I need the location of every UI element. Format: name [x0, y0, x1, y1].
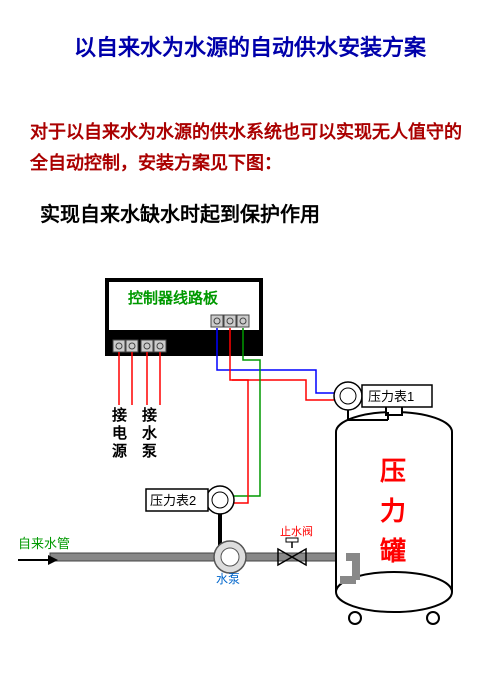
svg-text:3: 3: [240, 305, 245, 315]
svg-text:压力表1: 压力表1: [368, 389, 414, 404]
svg-text:泵: 泵: [142, 443, 157, 460]
svg-text:水: 水: [142, 424, 158, 442]
svg-text:电: 电: [112, 424, 127, 442]
inlet-label: 自来水管: [18, 536, 70, 551]
pressure-tank: 压 力 罐: [336, 405, 452, 624]
svg-text:1: 1: [214, 305, 219, 315]
terminals-right: 1 2 3: [211, 305, 249, 327]
svg-text:水泵: 水泵: [216, 572, 240, 586]
main-pipe: [50, 553, 350, 561]
svg-text:源: 源: [112, 442, 127, 460]
wire-gauge2-red: [232, 380, 248, 503]
pump: 水泵: [214, 541, 246, 586]
controller-label: 控制器线路板: [128, 289, 219, 307]
svg-text:压力表2: 压力表2: [150, 493, 196, 508]
gauge2: 压力表2: [146, 486, 234, 553]
power-label: 接: [112, 406, 127, 424]
svg-text:罐: 罐: [380, 536, 406, 566]
svg-text:力: 力: [380, 496, 406, 526]
diagram-svg: 自来水管 控制器线路板 1 2 3 接 电 源 接 水 泵: [0, 0, 500, 686]
pump-conn-label: 接: [142, 406, 157, 424]
svg-text:止水阀: 止水阀: [280, 524, 313, 538]
svg-text:2: 2: [227, 305, 232, 315]
svg-text:压: 压: [380, 456, 406, 486]
